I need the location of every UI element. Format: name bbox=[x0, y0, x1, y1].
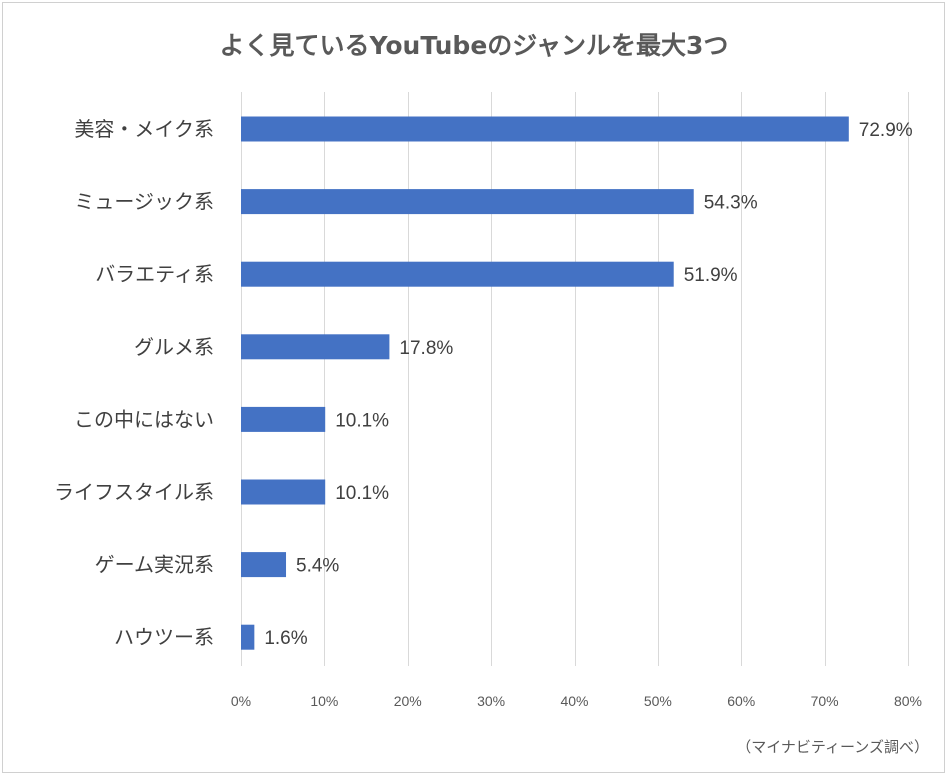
data-label: 1.6% bbox=[264, 628, 307, 649]
x-tick-label: 30% bbox=[477, 693, 505, 709]
bar bbox=[241, 334, 390, 360]
category-label: この中にはない bbox=[74, 407, 214, 431]
category-label: ライフスタイル系 bbox=[54, 480, 214, 504]
category-label: ハウツー系 bbox=[114, 625, 214, 649]
bar bbox=[241, 479, 326, 505]
category-label: 美容・メイク系 bbox=[74, 117, 214, 141]
data-label: 51.9% bbox=[684, 265, 738, 286]
source-note: （マイナビティーンズ調べ） bbox=[736, 738, 929, 756]
data-labels: 72.9% 54.3% 51.9% 17.8% 10.1% 10.1% 5.4% 1.6% bbox=[264, 120, 912, 649]
x-tick-label: 20% bbox=[394, 693, 422, 709]
gridlines bbox=[241, 92, 909, 666]
data-label: 10.1% bbox=[335, 483, 389, 504]
data-label: 72.9% bbox=[859, 120, 913, 141]
x-tick-label: 0% bbox=[231, 693, 251, 709]
x-tick-label: 10% bbox=[310, 693, 338, 709]
x-tick-label: 50% bbox=[644, 693, 672, 709]
x-tick-label: 70% bbox=[811, 693, 839, 709]
x-tick-label: 80% bbox=[894, 693, 922, 709]
category-label: ゲーム実況系 bbox=[95, 553, 214, 577]
bar bbox=[241, 406, 326, 432]
chart-title: よく見ているYouTubeのジャンルを最大3つ bbox=[220, 31, 729, 60]
bar bbox=[241, 552, 287, 578]
category-label: グルメ系 bbox=[134, 335, 214, 359]
bar bbox=[241, 189, 694, 215]
category-label: ミュージック系 bbox=[74, 190, 214, 214]
bar bbox=[241, 261, 674, 287]
bar bbox=[241, 624, 255, 650]
category-label: バラエティ系 bbox=[95, 262, 214, 286]
x-tick-label: 40% bbox=[560, 693, 588, 709]
data-label: 54.3% bbox=[704, 193, 758, 214]
x-axis-tick-labels: 0% 10% 20% 30% 40% 50% 60% 70% 80% bbox=[231, 693, 922, 709]
bars bbox=[241, 116, 849, 650]
data-label: 10.1% bbox=[335, 410, 389, 431]
bar bbox=[241, 116, 849, 142]
category-labels: 美容・メイク系ミュージック系バラエティ系グルメ系この中にはないライフスタイル系ゲ… bbox=[54, 117, 214, 649]
x-tick-label: 60% bbox=[727, 693, 755, 709]
data-label: 17.8% bbox=[399, 338, 453, 359]
data-label: 5.4% bbox=[296, 556, 339, 577]
